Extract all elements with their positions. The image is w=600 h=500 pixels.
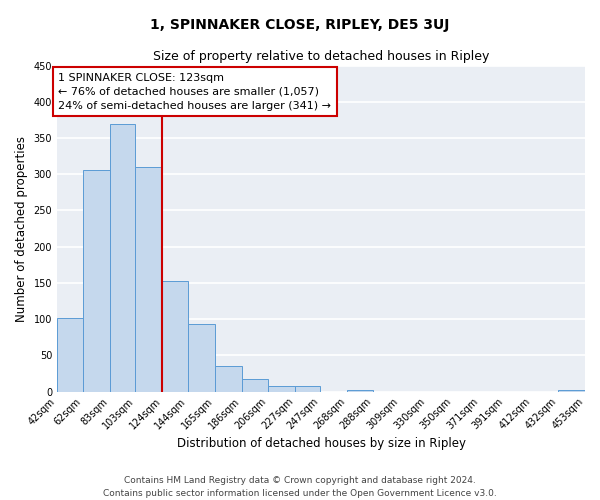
- Text: 1, SPINNAKER CLOSE, RIPLEY, DE5 3UJ: 1, SPINNAKER CLOSE, RIPLEY, DE5 3UJ: [151, 18, 449, 32]
- Y-axis label: Number of detached properties: Number of detached properties: [15, 136, 28, 322]
- Bar: [347, 390, 373, 392]
- Bar: [83, 170, 110, 392]
- Bar: [110, 124, 136, 392]
- Bar: [215, 366, 242, 392]
- Bar: [136, 167, 163, 392]
- Bar: [57, 318, 83, 392]
- Title: Size of property relative to detached houses in Ripley: Size of property relative to detached ho…: [153, 50, 489, 63]
- Bar: [188, 324, 215, 392]
- Bar: [295, 386, 320, 392]
- X-axis label: Distribution of detached houses by size in Ripley: Distribution of detached houses by size …: [176, 437, 466, 450]
- Bar: [558, 390, 585, 392]
- Bar: [242, 378, 268, 392]
- Bar: [268, 386, 295, 392]
- Text: 1 SPINNAKER CLOSE: 123sqm
← 76% of detached houses are smaller (1,057)
24% of se: 1 SPINNAKER CLOSE: 123sqm ← 76% of detac…: [58, 73, 331, 111]
- Text: Contains HM Land Registry data © Crown copyright and database right 2024.
Contai: Contains HM Land Registry data © Crown c…: [103, 476, 497, 498]
- Bar: [163, 280, 188, 392]
